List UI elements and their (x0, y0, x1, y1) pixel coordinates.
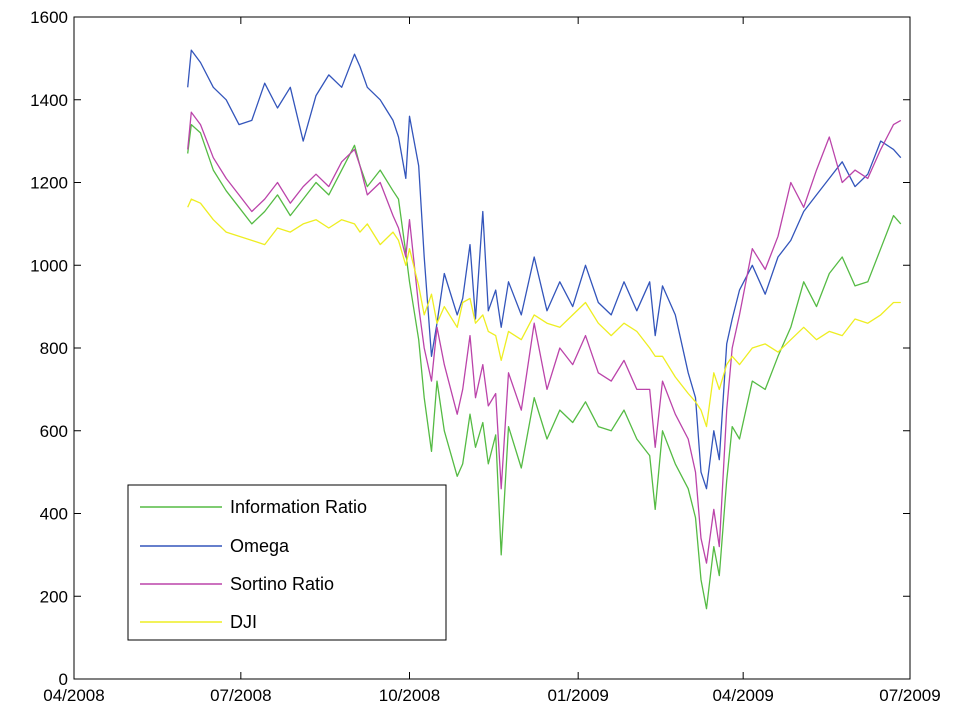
series-line-dji (187, 198, 901, 428)
legend-label: Information Ratio (230, 497, 367, 517)
y-tick-label: 200 (40, 587, 68, 606)
legend-label: Omega (230, 536, 290, 556)
series-line-sortino-ratio (187, 111, 902, 564)
x-tick-label: 04/2009 (712, 686, 773, 705)
y-tick-label: 1600 (30, 8, 68, 27)
legend-box (127, 484, 447, 641)
y-tick-label: 0 (59, 670, 68, 689)
series-layer (187, 49, 902, 610)
axes: 0 200 400 600 800 1000 1200 1400 1600 04/2008 07/2… (30, 8, 941, 705)
y-tick-label: 600 (40, 422, 68, 441)
x-tick-label: 04/2008 (43, 686, 104, 705)
x-tick-label: 10/2008 (379, 686, 440, 705)
y-tick-label: 1200 (30, 174, 68, 193)
y-tick-label: 1400 (30, 91, 68, 110)
x-tick-label: 01/2009 (547, 686, 608, 705)
x-tick-label: 07/2009 (879, 686, 940, 705)
series-line-information-ratio (187, 123, 902, 610)
y-tick-label: 800 (40, 339, 68, 358)
x-tick-label: 07/2008 (210, 686, 271, 705)
legend-label: DJI (230, 612, 257, 632)
y-tick-label: 1000 (30, 256, 68, 275)
y-tick-label: 400 (40, 505, 68, 524)
series-line-omega (187, 49, 902, 490)
legend: Information Ratio Omega Sortino Ratio DJI (127, 484, 447, 641)
legend-label: Sortino Ratio (230, 574, 334, 594)
